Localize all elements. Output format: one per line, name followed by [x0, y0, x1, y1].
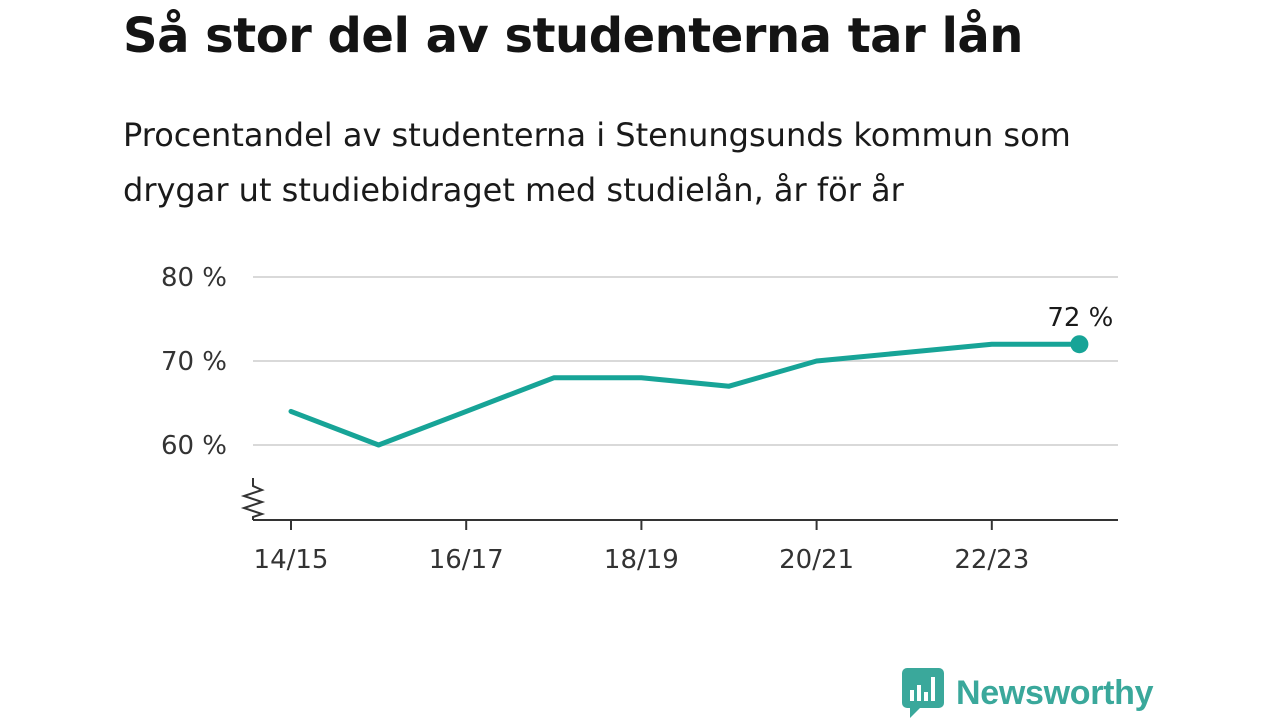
x-tick-label: 18/19 [604, 545, 679, 575]
x-tick-label: 20/21 [779, 545, 854, 575]
newsworthy-logo: Newsworthy [902, 668, 1154, 718]
x-tick-label: 22/23 [954, 545, 1029, 575]
series-line [288, 341, 1082, 448]
line-chart: 60 % 70 % 80 % 14/15 16/17 18/19 20/21 22/23 72 … [161, 263, 1118, 575]
axis-break-marker [240, 478, 266, 520]
x-tick-label: 16/17 [429, 545, 504, 575]
chart-subtitle: Procentandel av studenterna i Stenungsun… [123, 116, 1071, 209]
bar-chart-speech-bubble-icon [902, 668, 944, 718]
y-tick-label: 80 % [161, 263, 227, 293]
end-point [1070, 335, 1089, 354]
end-value-label: 72 % [1047, 303, 1113, 333]
logo-text: Newsworthy [956, 673, 1154, 712]
y-tick-label: 60 % [161, 431, 227, 461]
chart-title: Så stor del av studenterna tar lån [123, 8, 1023, 64]
y-tick-label: 70 % [161, 347, 227, 377]
x-tick-label: 14/15 [254, 545, 329, 575]
